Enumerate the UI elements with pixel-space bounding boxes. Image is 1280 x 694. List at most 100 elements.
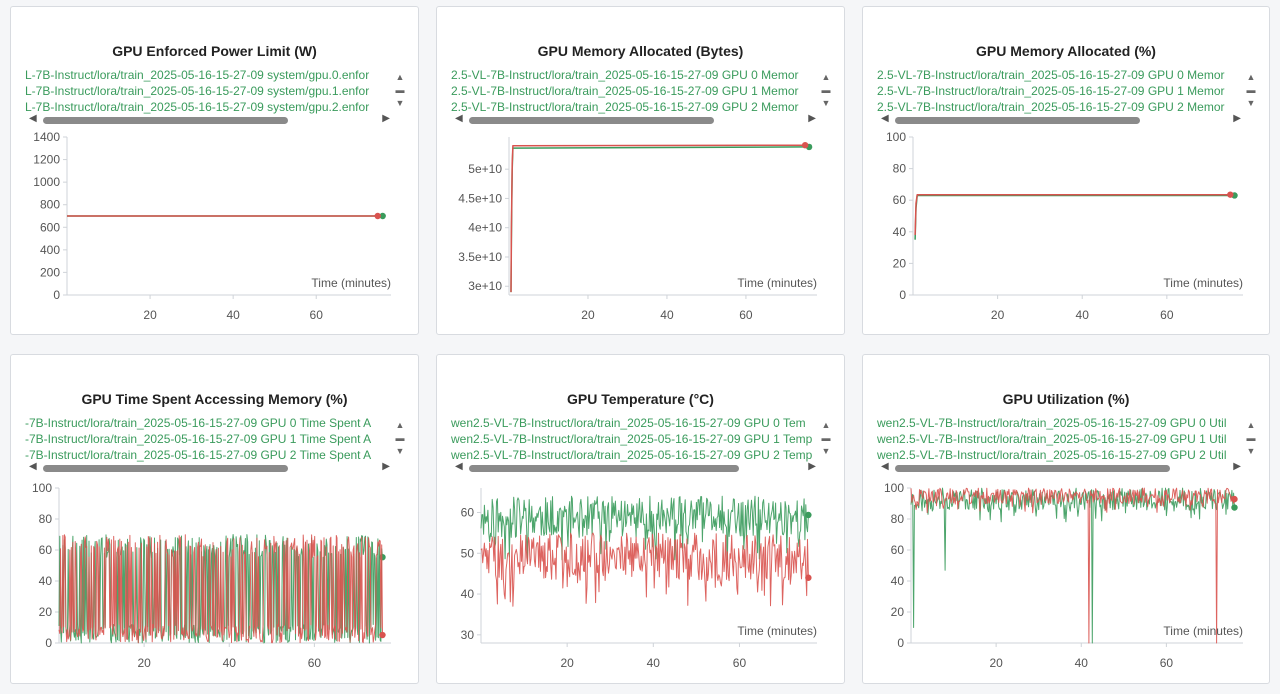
scroll-right-icon[interactable]: ▶ <box>382 113 390 124</box>
y-tick-label: 1400 <box>33 130 60 144</box>
y-tick-label: 80 <box>891 512 905 526</box>
scroll-right-icon[interactable]: ▶ <box>1233 113 1241 124</box>
legend-horizontal-scrollbar[interactable]: ◀ ▶ <box>29 461 390 475</box>
legend: wen2.5-VL-7B-Instruct/lora/train_2025-05… <box>877 415 1239 463</box>
scroll-up-icon[interactable]: ▲ <box>821 420 831 430</box>
legend-item[interactable]: -7B-Instruct/lora/train_2025-05-16-15-27… <box>25 416 372 430</box>
scroll-down-icon[interactable]: ▼ <box>821 98 831 108</box>
legend-item[interactable]: -7B-Instruct/lora/train_2025-05-16-15-27… <box>25 448 372 462</box>
panel-temperature: GPU Temperature (°C) wen2.5-VL-7B-Instru… <box>436 354 845 684</box>
legend-vertical-scrollbar[interactable]: ▲ ▬ ▼ <box>820 419 832 459</box>
legend-item[interactable]: 2.5-VL-7B-Instruct/lora/train_2025-05-16… <box>451 84 799 98</box>
legend-item[interactable]: 2.5-VL-7B-Instruct/lora/train_2025-05-16… <box>877 84 1225 98</box>
scroll-handle-icon[interactable]: ▬ <box>1246 85 1256 95</box>
y-tick-label: 1200 <box>33 153 60 167</box>
scroll-up-icon[interactable]: ▲ <box>821 72 831 82</box>
legend-horizontal-scrollbar[interactable]: ◀ ▶ <box>881 461 1241 475</box>
legend-item[interactable]: wen2.5-VL-7B-Instruct/lora/train_2025-05… <box>451 448 813 462</box>
y-tick-label: 3.5e+10 <box>458 250 502 264</box>
x-tick-label: 40 <box>660 308 674 322</box>
legend-item[interactable]: wen2.5-VL-7B-Instruct/lora/train_2025-05… <box>877 448 1227 462</box>
legend-vertical-scrollbar[interactable]: ▲ ▬ ▼ <box>394 419 406 459</box>
series-line <box>510 146 810 293</box>
x-tick-label: 60 <box>733 656 747 670</box>
x-tick-label: 20 <box>143 308 157 322</box>
scroll-up-icon[interactable]: ▲ <box>1246 72 1256 82</box>
chart-plot[interactable]: 0 20 40 60 80 100 20 40 60 Time (minutes) <box>863 7 1270 335</box>
scroll-thumb[interactable] <box>469 465 739 472</box>
legend-horizontal-scrollbar[interactable]: ◀ ▶ <box>455 113 816 127</box>
scroll-up-icon[interactable]: ▲ <box>395 72 405 82</box>
scroll-down-icon[interactable]: ▼ <box>821 446 831 456</box>
series-line <box>480 495 809 562</box>
legend-item[interactable]: -7B-Instruct/lora/train_2025-05-16-15-27… <box>25 432 372 446</box>
legend-item[interactable]: 2.5-VL-7B-Instruct/lora/train_2025-05-16… <box>451 100 799 114</box>
legend-vertical-scrollbar[interactable]: ▲ ▬ ▼ <box>1245 419 1257 459</box>
legend-item[interactable]: L-7B-Instruct/lora/train_2025-05-16-15-2… <box>25 100 370 114</box>
legend-item[interactable]: L-7B-Instruct/lora/train_2025-05-16-15-2… <box>25 84 370 98</box>
scroll-handle-icon[interactable]: ▬ <box>821 433 831 443</box>
x-tick-label: 40 <box>1075 656 1089 670</box>
chart-plot[interactable]: 3e+10 3.5e+10 4e+10 4.5e+10 5e+10 20 40 60 Time … <box>437 7 845 335</box>
scroll-right-icon[interactable]: ▶ <box>382 461 390 472</box>
scroll-left-icon[interactable]: ◀ <box>455 113 463 124</box>
scroll-up-icon[interactable]: ▲ <box>1246 420 1256 430</box>
legend-item[interactable]: wen2.5-VL-7B-Instruct/lora/train_2025-05… <box>451 432 813 446</box>
panel-utilization: GPU Utilization (%) wen2.5-VL-7B-Instruc… <box>862 354 1270 684</box>
legend-item[interactable]: wen2.5-VL-7B-Instruct/lora/train_2025-05… <box>877 416 1227 430</box>
scroll-handle-icon[interactable]: ▬ <box>821 85 831 95</box>
x-tick-label: 60 <box>1160 308 1174 322</box>
scroll-up-icon[interactable]: ▲ <box>395 420 405 430</box>
scroll-right-icon[interactable]: ▶ <box>808 461 816 472</box>
scroll-right-icon[interactable]: ▶ <box>808 113 816 124</box>
x-tick-label: 20 <box>989 656 1003 670</box>
legend-item[interactable]: wen2.5-VL-7B-Instruct/lora/train_2025-05… <box>877 432 1227 446</box>
scroll-thumb[interactable] <box>895 117 1140 124</box>
x-axis-label: Time (minutes) <box>1163 276 1243 290</box>
scroll-down-icon[interactable]: ▼ <box>1246 446 1256 456</box>
scroll-thumb[interactable] <box>469 117 714 124</box>
scroll-handle-icon[interactable]: ▬ <box>395 433 405 443</box>
scroll-left-icon[interactable]: ◀ <box>455 461 463 472</box>
scroll-left-icon[interactable]: ◀ <box>881 113 889 124</box>
y-tick-label: 30 <box>461 628 475 642</box>
x-tick-label: 20 <box>560 656 574 670</box>
legend-horizontal-scrollbar[interactable]: ◀ ▶ <box>881 113 1241 127</box>
scroll-handle-icon[interactable]: ▬ <box>1246 433 1256 443</box>
x-axis-label: Time (minutes) <box>311 276 391 290</box>
legend-vertical-scrollbar[interactable]: ▲ ▬ ▼ <box>1245 71 1257 111</box>
y-tick-label: 0 <box>897 636 904 650</box>
scroll-left-icon[interactable]: ◀ <box>29 113 37 124</box>
scroll-right-icon[interactable]: ▶ <box>1233 461 1241 472</box>
panel-title: GPU Memory Allocated (Bytes) <box>537 43 744 59</box>
scroll-thumb[interactable] <box>895 465 1170 472</box>
chart-plot[interactable]: 0 200 400 600 800 1000 1200 1400 20 40 60 Time (min… <box>11 7 419 335</box>
legend-vertical-scrollbar[interactable]: ▲ ▬ ▼ <box>394 71 406 111</box>
panel-memory-percent: GPU Memory Allocated (%) 2.5-VL-7B-Instr… <box>862 6 1270 335</box>
legend-item[interactable]: wen2.5-VL-7B-Instruct/lora/train_2025-05… <box>451 416 806 430</box>
scroll-left-icon[interactable]: ◀ <box>881 461 889 472</box>
x-tick-label: 60 <box>310 308 324 322</box>
series-line <box>58 534 383 644</box>
scroll-down-icon[interactable]: ▼ <box>1246 98 1256 108</box>
legend-vertical-scrollbar[interactable]: ▲ ▬ ▼ <box>820 71 832 111</box>
chart-plot[interactable]: 30 40 50 60 20 40 60 Time (minutes) <box>437 355 845 684</box>
legend-item[interactable]: 2.5-VL-7B-Instruct/lora/train_2025-05-16… <box>451 68 799 82</box>
scroll-down-icon[interactable]: ▼ <box>395 446 405 456</box>
legend-horizontal-scrollbar[interactable]: ◀ ▶ <box>455 461 816 475</box>
y-tick-label: 4e+10 <box>468 221 502 235</box>
legend-item[interactable]: 2.5-VL-7B-Instruct/lora/train_2025-05-16… <box>877 100 1225 114</box>
series-end-marker <box>805 574 812 581</box>
scroll-thumb[interactable] <box>43 117 288 124</box>
scroll-thumb[interactable] <box>43 465 288 472</box>
chart-plot[interactable]: 0 20 40 60 80 100 20 40 60 Time (minutes) <box>863 355 1270 684</box>
scroll-handle-icon[interactable]: ▬ <box>395 85 405 95</box>
legend-item[interactable]: 2.5-VL-7B-Instruct/lora/train_2025-05-16… <box>877 68 1225 82</box>
legend-item[interactable]: L-7B-Instruct/lora/train_2025-05-16-15-2… <box>25 68 370 82</box>
legend-horizontal-scrollbar[interactable]: ◀ ▶ <box>29 113 390 127</box>
scroll-left-icon[interactable]: ◀ <box>29 461 37 472</box>
scroll-down-icon[interactable]: ▼ <box>395 98 405 108</box>
series-line <box>910 487 1235 644</box>
y-tick-label: 3e+10 <box>468 279 502 293</box>
chart-plot[interactable]: 0 20 40 60 80 100 20 40 60 <box>11 355 419 684</box>
